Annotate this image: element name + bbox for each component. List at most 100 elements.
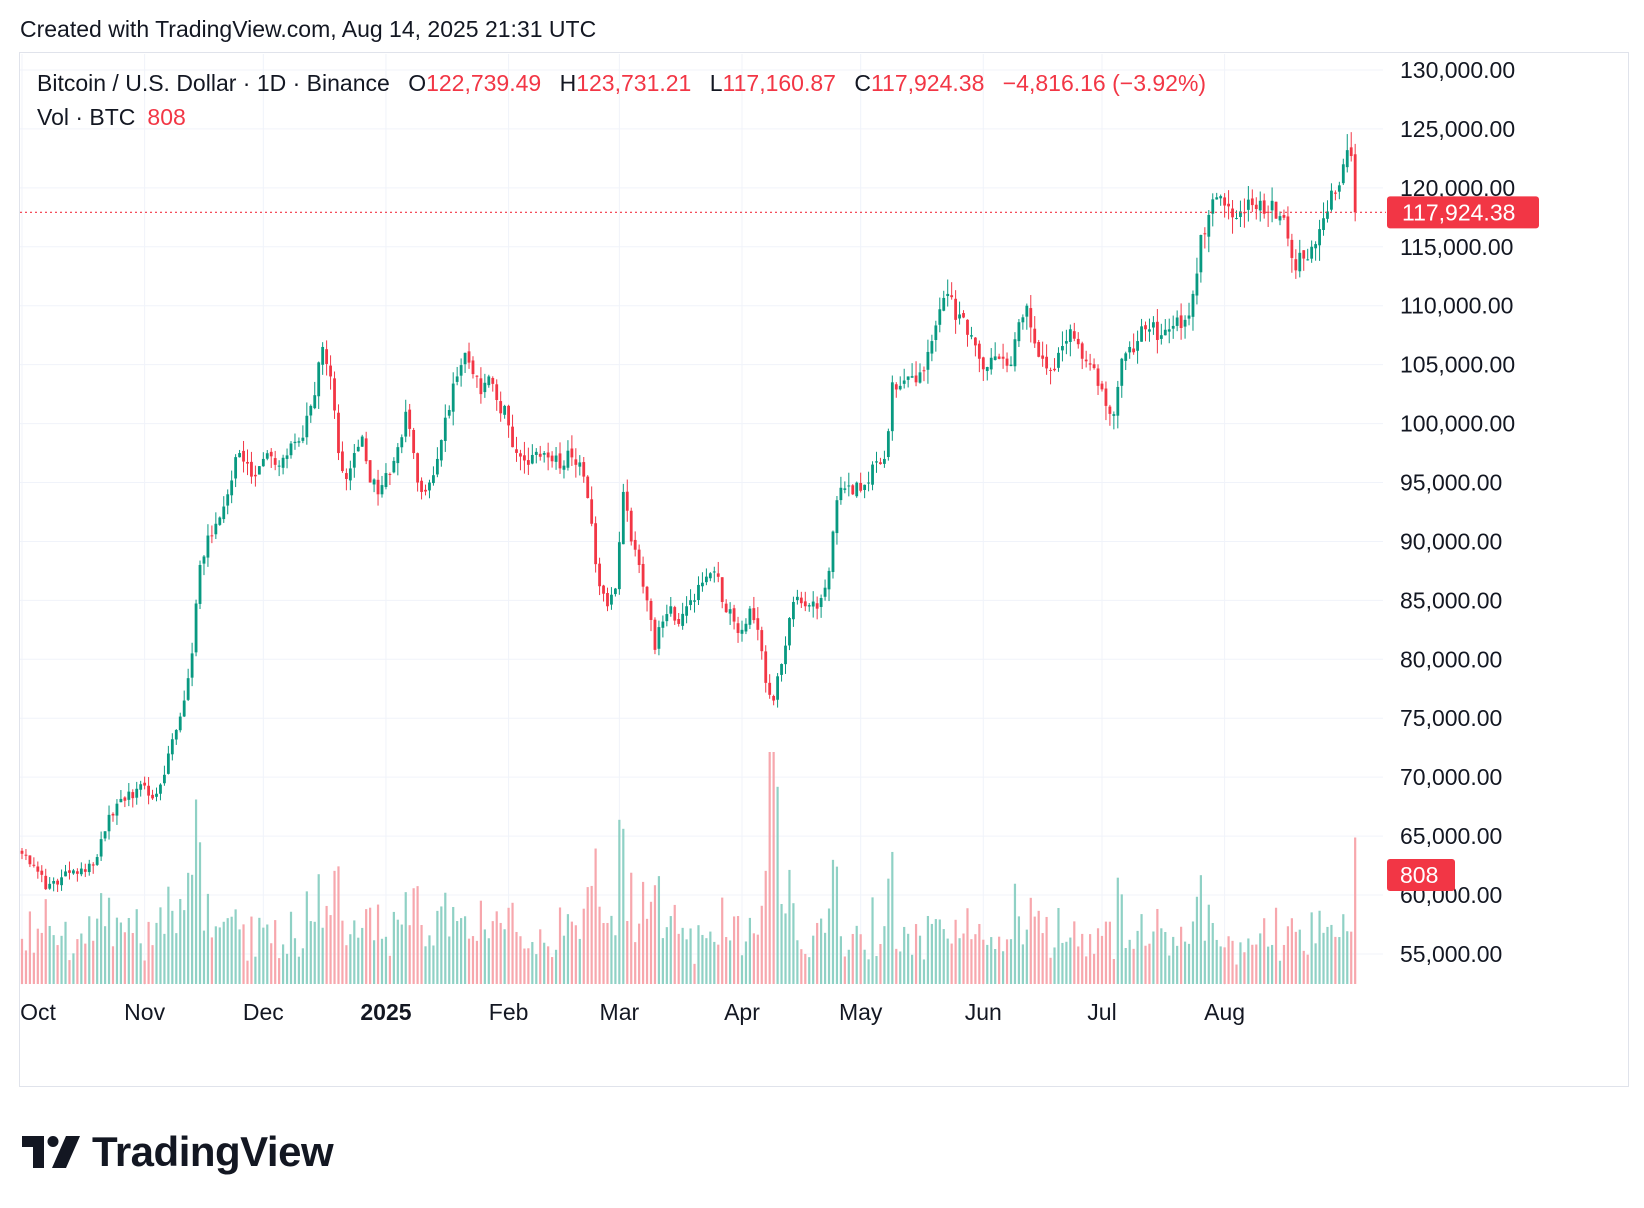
candle-body[interactable] [1306,259,1310,261]
candle-body[interactable] [250,461,253,477]
candle-body[interactable] [424,489,427,492]
candle-body[interactable] [807,605,811,607]
candle-body[interactable] [792,601,795,620]
candle-body[interactable] [910,376,914,378]
candle-body[interactable] [317,362,321,397]
candle-body[interactable] [594,523,598,565]
candle-body[interactable] [1183,319,1187,327]
candle-body[interactable] [776,676,779,700]
candle-body[interactable] [958,314,961,319]
candle-body[interactable] [384,473,388,488]
candle-body[interactable] [614,588,617,595]
candle-body[interactable] [1155,321,1159,340]
candle-body[interactable] [392,460,396,473]
candle-body[interactable] [1148,329,1151,332]
candle-body[interactable] [768,682,772,695]
candle-body[interactable] [1298,252,1302,272]
candle-body[interactable] [1057,352,1060,368]
candle-body[interactable] [1195,273,1199,296]
candle-body[interactable] [772,696,776,701]
candle-body[interactable] [1294,259,1298,271]
candle-body[interactable] [926,351,930,370]
candle-body[interactable] [56,880,60,885]
candle-body[interactable] [507,405,510,426]
candle-body[interactable] [661,621,665,628]
candle-body[interactable] [831,531,835,573]
candle-body[interactable] [558,453,562,469]
candle-body[interactable] [147,785,150,796]
candle-body[interactable] [194,603,198,653]
candle-body[interactable] [1215,197,1219,200]
candle-body[interactable] [135,788,139,798]
candle-body[interactable] [1282,215,1286,218]
candle-body[interactable] [934,325,938,341]
candle-body[interactable] [712,571,716,573]
candle-body[interactable] [329,365,332,377]
candle-body[interactable] [1302,250,1306,259]
candle-body[interactable] [1053,368,1056,371]
candle-body[interactable] [1235,218,1238,220]
candle-body[interactable] [950,295,954,298]
candle-body[interactable] [372,479,376,485]
candle-body[interactable] [1250,198,1254,206]
candle-body[interactable] [1037,342,1041,357]
candle-body[interactable] [827,570,831,590]
candle-body[interactable] [170,739,174,755]
candle-body[interactable] [99,839,103,857]
candle-body[interactable] [871,464,874,485]
candle-body[interactable] [1144,325,1147,330]
candle-body[interactable] [412,429,416,454]
candle-body[interactable] [1076,338,1080,345]
candle-body[interactable] [254,474,257,477]
candle-body[interactable] [281,457,285,468]
candle-body[interactable] [83,869,87,872]
candle-body[interactable] [479,378,483,395]
candle-body[interactable] [503,405,507,415]
candle-body[interactable] [388,473,392,475]
candle-body[interactable] [68,870,71,873]
candle-body[interactable] [918,372,922,383]
candle-body[interactable] [64,871,67,877]
candle-body[interactable] [819,598,823,607]
candle-body[interactable] [1120,358,1124,386]
candle-body[interactable] [1124,353,1128,361]
candle-body[interactable] [131,792,135,799]
candle-body[interactable] [1199,235,1203,273]
candle-body[interactable] [321,346,325,365]
candle-body[interactable] [72,870,75,874]
candle-body[interactable] [645,586,649,601]
candle-body[interactable] [562,465,566,470]
candle-body[interactable] [1345,150,1349,168]
candle-body[interactable] [669,606,673,614]
candle-body[interactable] [1005,358,1009,366]
candle-body[interactable] [1227,203,1230,207]
candle-body[interactable] [297,441,301,443]
candle-body[interactable] [368,460,372,483]
candle-body[interactable] [337,412,340,454]
candle-body[interactable] [471,360,475,375]
candle-body[interactable] [123,797,127,801]
candle-body[interactable] [356,446,360,452]
candle-body[interactable] [432,475,435,484]
candle-body[interactable] [459,365,463,376]
candle-body[interactable] [1187,315,1191,319]
candle-body[interactable] [586,476,590,499]
candle-body[interactable] [515,449,518,453]
candle-body[interactable] [1025,305,1029,317]
candle-body[interactable] [1112,414,1116,416]
candle-body[interactable] [1179,315,1183,328]
candle-body[interactable] [174,730,178,740]
candle-body[interactable] [79,868,83,875]
candle-body[interactable] [930,341,934,354]
candle-body[interactable] [681,613,685,626]
candle-body[interactable] [784,645,787,665]
candle-body[interactable] [598,563,601,587]
candle-body[interactable] [352,453,356,468]
candle-body[interactable] [309,405,313,416]
candle-body[interactable] [843,488,847,490]
candle-body[interactable] [435,458,439,475]
candle-body[interactable] [1337,185,1341,192]
candle-body[interactable] [823,587,827,597]
candle-body[interactable] [530,454,534,464]
candle-body[interactable] [408,409,412,429]
